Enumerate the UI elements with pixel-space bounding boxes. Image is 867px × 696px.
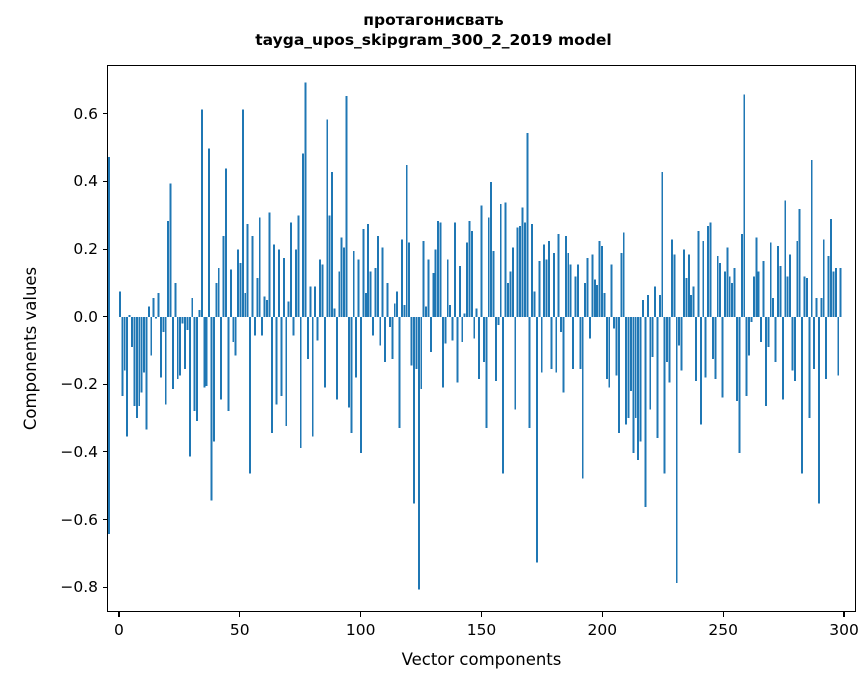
plot-axes xyxy=(107,65,856,612)
y-tick-mark xyxy=(103,180,108,182)
x-axis-label: Vector components xyxy=(401,650,562,669)
y-tick-mark xyxy=(103,518,108,521)
y-axis-label: Components values xyxy=(21,266,40,431)
y-tick-mark xyxy=(103,383,108,385)
x-tick-mark xyxy=(118,612,120,617)
x-tick-mark xyxy=(360,612,362,617)
chart-title-line-1: протагонисвать xyxy=(363,11,504,29)
x-tick-label: 50 xyxy=(229,621,250,639)
x-tick-label: 200 xyxy=(587,621,618,639)
y-tick-mark xyxy=(103,248,108,250)
y-tick-label: −0.2 xyxy=(60,375,98,394)
x-tick-label: 300 xyxy=(829,621,859,639)
x-tick-label: 100 xyxy=(345,621,376,639)
y-tick-mark xyxy=(103,586,108,588)
x-tick-mark xyxy=(722,612,724,617)
x-tick-mark xyxy=(480,612,483,617)
x-tick-label: 250 xyxy=(708,621,738,639)
x-tick-label: 150 xyxy=(466,621,497,639)
y-tick-label: −0.6 xyxy=(60,510,98,529)
x-tick-mark xyxy=(843,612,845,617)
x-tick-mark xyxy=(239,612,241,617)
y-tick-label: 0.0 xyxy=(73,307,98,326)
y-tick-label: −0.4 xyxy=(60,442,98,461)
x-tick-label: 0 xyxy=(114,621,124,639)
chart-title: протагонисвать tayga_upos_skipgram_300_2… xyxy=(0,10,867,50)
bar-series xyxy=(108,82,842,590)
y-tick-mark xyxy=(103,451,108,453)
y-tick-label: 0.2 xyxy=(73,240,98,259)
y-tick-label: 0.4 xyxy=(73,172,98,191)
y-tick-mark xyxy=(103,316,108,318)
y-tick-mark xyxy=(103,113,108,115)
chart-title-line-2: tayga_upos_skipgram_300_2_2019 model xyxy=(255,31,612,49)
y-tick-label: −0.8 xyxy=(60,578,98,597)
x-tick-mark xyxy=(601,612,603,617)
y-tick-label: 0.6 xyxy=(73,104,98,123)
